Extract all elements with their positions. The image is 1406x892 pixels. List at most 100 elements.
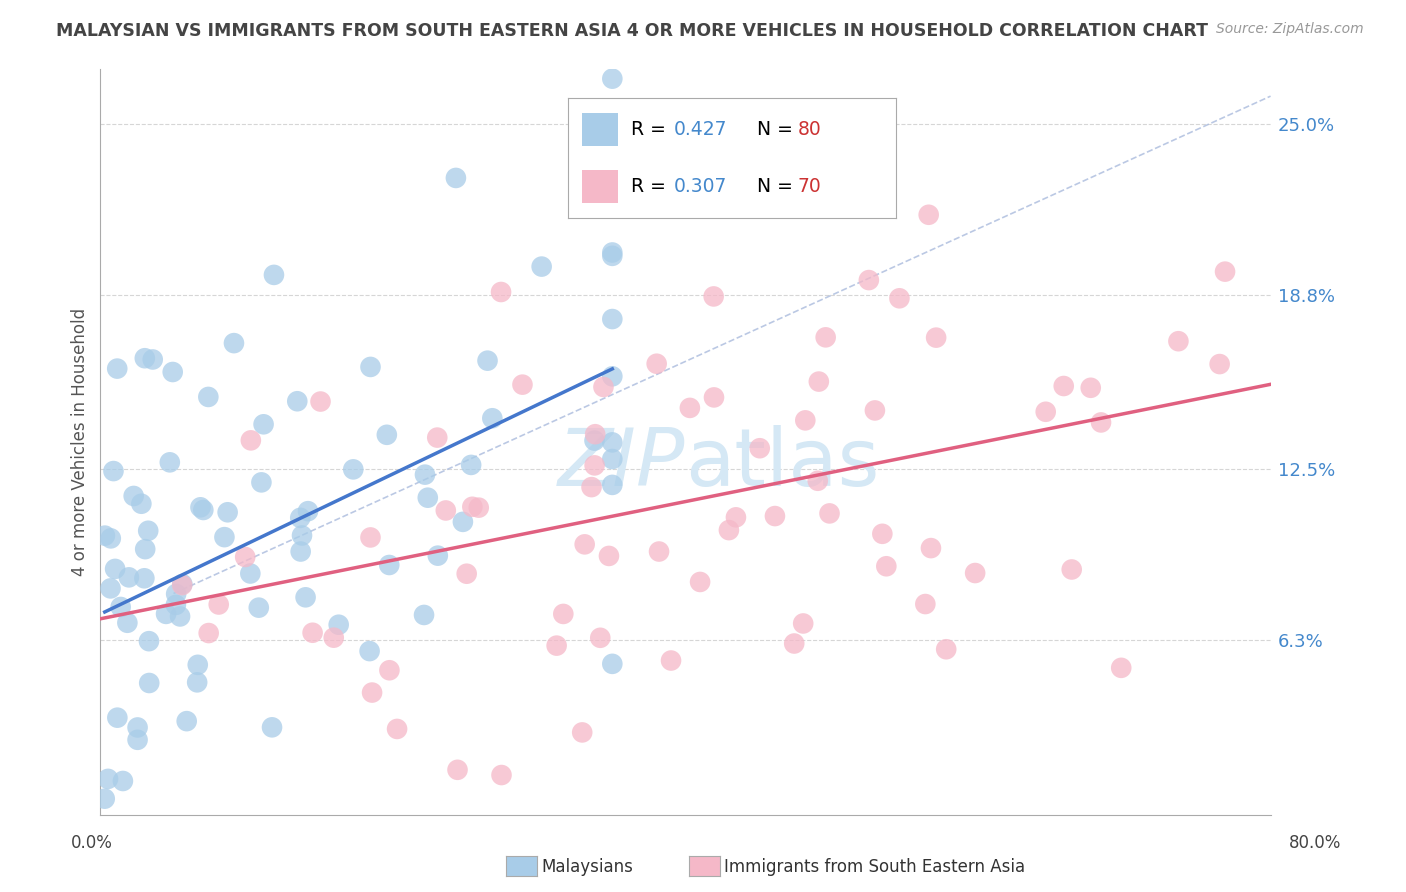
Immigrants from South Eastern Asia bbox=[491, 768, 513, 782]
Immigrants from South Eastern Asia bbox=[645, 357, 668, 371]
Immigrants from South Eastern Asia bbox=[461, 500, 484, 514]
Malaysians bbox=[290, 544, 312, 558]
Immigrants from South Eastern Asia bbox=[814, 330, 837, 344]
Immigrants from South Eastern Asia bbox=[818, 507, 841, 521]
Immigrants from South Eastern Asia bbox=[872, 526, 894, 541]
Malaysians bbox=[285, 394, 308, 409]
Malaysians bbox=[155, 607, 177, 621]
Malaysians bbox=[197, 390, 219, 404]
Immigrants from South Eastern Asia bbox=[669, 183, 692, 197]
Immigrants from South Eastern Asia bbox=[792, 616, 814, 631]
Malaysians bbox=[159, 455, 181, 469]
Immigrants from South Eastern Asia bbox=[309, 394, 332, 409]
Malaysians bbox=[169, 609, 191, 624]
Malaysians bbox=[93, 791, 115, 805]
Malaysians bbox=[172, 577, 194, 591]
Immigrants from South Eastern Asia bbox=[239, 434, 262, 448]
Malaysians bbox=[291, 528, 314, 542]
Malaysians bbox=[138, 676, 160, 690]
Malaysians bbox=[169, 890, 191, 892]
Immigrants from South Eastern Asia bbox=[648, 544, 671, 558]
Immigrants from South Eastern Asia bbox=[1035, 405, 1057, 419]
Malaysians bbox=[260, 720, 283, 734]
Malaysians bbox=[602, 312, 624, 326]
Malaysians bbox=[186, 675, 208, 690]
Immigrants from South Eastern Asia bbox=[1167, 334, 1189, 349]
Immigrants from South Eastern Asia bbox=[1053, 379, 1076, 393]
Malaysians bbox=[190, 500, 212, 515]
Text: atlas: atlas bbox=[686, 425, 880, 503]
Malaysians bbox=[481, 411, 503, 425]
Malaysians bbox=[602, 249, 624, 263]
Immigrants from South Eastern Asia bbox=[489, 285, 512, 299]
Malaysians bbox=[250, 475, 273, 490]
Immigrants from South Eastern Asia bbox=[783, 636, 806, 650]
Text: 0.0%: 0.0% bbox=[70, 834, 112, 852]
Immigrants from South Eastern Asia bbox=[456, 566, 478, 581]
Immigrants from South Eastern Asia bbox=[889, 291, 911, 305]
Malaysians bbox=[530, 260, 553, 274]
Malaysians bbox=[162, 365, 184, 379]
Malaysians bbox=[193, 503, 215, 517]
Malaysians bbox=[451, 515, 474, 529]
Text: Source: ZipAtlas.com: Source: ZipAtlas.com bbox=[1216, 22, 1364, 37]
Malaysians bbox=[103, 464, 125, 478]
Malaysians bbox=[413, 467, 436, 482]
Malaysians bbox=[134, 351, 156, 366]
Immigrants from South Eastern Asia bbox=[208, 598, 231, 612]
Malaysians bbox=[328, 617, 350, 632]
Malaysians bbox=[416, 491, 439, 505]
Malaysians bbox=[138, 634, 160, 648]
Immigrants from South Eastern Asia bbox=[659, 653, 682, 667]
Malaysians bbox=[111, 774, 134, 789]
Immigrants from South Eastern Asia bbox=[1060, 562, 1083, 576]
Immigrants from South Eastern Asia bbox=[748, 441, 770, 455]
Malaysians bbox=[444, 170, 467, 185]
Malaysians bbox=[127, 732, 149, 747]
Malaysians bbox=[97, 772, 120, 786]
Immigrants from South Eastern Asia bbox=[703, 391, 725, 405]
Malaysians bbox=[105, 711, 128, 725]
Immigrants from South Eastern Asia bbox=[378, 663, 401, 677]
Text: MALAYSIAN VS IMMIGRANTS FROM SOUTH EASTERN ASIA 4 OR MORE VEHICLES IN HOUSEHOLD : MALAYSIAN VS IMMIGRANTS FROM SOUTH EASTE… bbox=[56, 22, 1208, 40]
Immigrants from South Eastern Asia bbox=[553, 607, 575, 621]
Text: Malaysians: Malaysians bbox=[541, 858, 633, 876]
Malaysians bbox=[602, 71, 624, 86]
Malaysians bbox=[375, 427, 398, 442]
Malaysians bbox=[134, 542, 156, 557]
Immigrants from South Eastern Asia bbox=[920, 541, 942, 555]
Immigrants from South Eastern Asia bbox=[361, 685, 384, 699]
Immigrants from South Eastern Asia bbox=[858, 273, 880, 287]
Malaysians bbox=[217, 505, 239, 519]
Immigrants from South Eastern Asia bbox=[360, 531, 382, 545]
Immigrants from South Eastern Asia bbox=[875, 559, 897, 574]
Malaysians bbox=[602, 369, 624, 384]
Malaysians bbox=[122, 843, 145, 857]
Malaysians bbox=[263, 268, 285, 282]
Immigrants from South Eastern Asia bbox=[233, 549, 256, 564]
Malaysians bbox=[602, 452, 624, 467]
Malaysians bbox=[110, 599, 132, 614]
Immigrants from South Eastern Asia bbox=[446, 763, 468, 777]
Malaysians bbox=[290, 511, 312, 525]
Malaysians bbox=[117, 615, 139, 630]
Malaysians bbox=[360, 359, 382, 374]
Malaysians bbox=[342, 462, 364, 476]
Immigrants from South Eastern Asia bbox=[301, 625, 323, 640]
Immigrants from South Eastern Asia bbox=[807, 474, 830, 488]
Immigrants from South Eastern Asia bbox=[592, 380, 614, 394]
Malaysians bbox=[583, 434, 606, 448]
Immigrants from South Eastern Asia bbox=[724, 510, 747, 524]
Immigrants from South Eastern Asia bbox=[703, 289, 725, 303]
Malaysians bbox=[142, 352, 165, 367]
Immigrants from South Eastern Asia bbox=[863, 403, 886, 417]
Immigrants from South Eastern Asia bbox=[965, 566, 987, 580]
Immigrants from South Eastern Asia bbox=[598, 549, 620, 563]
Malaysians bbox=[127, 721, 149, 735]
Immigrants from South Eastern Asia bbox=[571, 725, 593, 739]
Immigrants from South Eastern Asia bbox=[1208, 357, 1230, 371]
Immigrants from South Eastern Asia bbox=[172, 578, 194, 592]
Immigrants from South Eastern Asia bbox=[426, 431, 449, 445]
Immigrants from South Eastern Asia bbox=[679, 401, 702, 415]
Immigrants from South Eastern Asia bbox=[918, 208, 941, 222]
